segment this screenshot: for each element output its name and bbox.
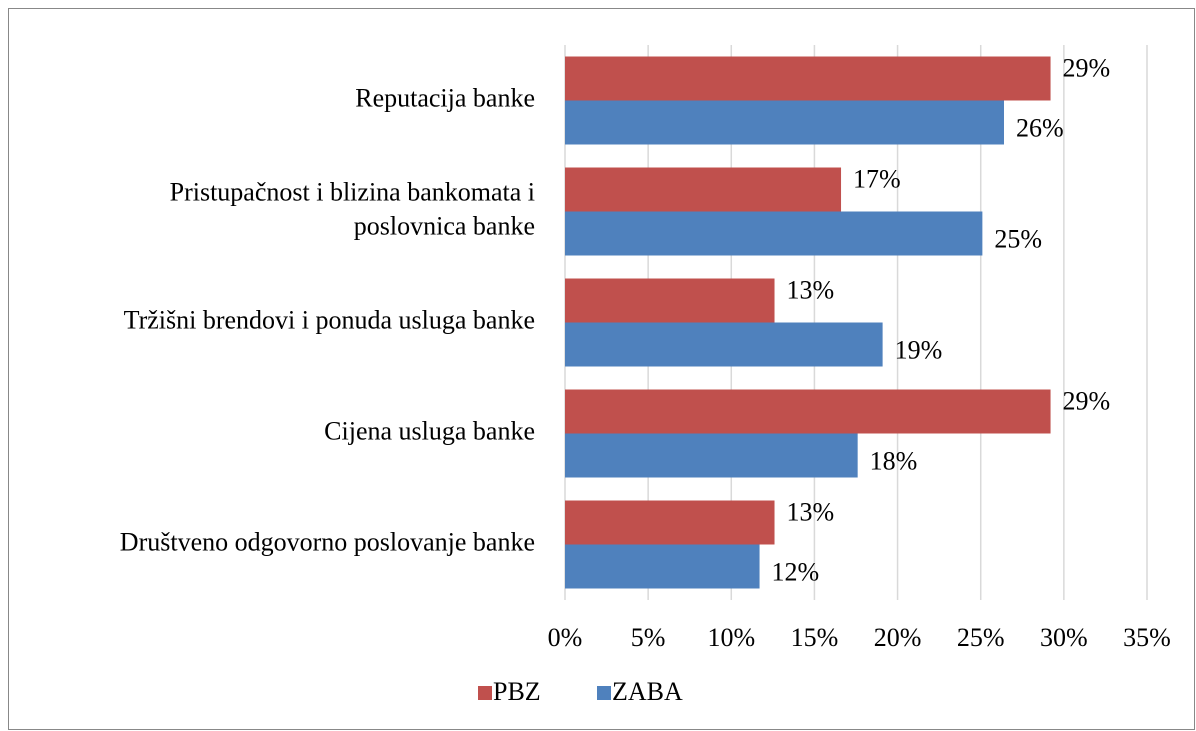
x-tick-label: 30% [1040, 623, 1088, 652]
x-tick-label: 5% [631, 623, 666, 652]
y-tick-label: Reputacija banke [355, 83, 535, 112]
x-tick-label: 20% [874, 623, 922, 652]
data-label: 18% [870, 446, 918, 475]
legend-swatch [478, 686, 492, 700]
x-tick-label: 35% [1123, 623, 1171, 652]
x-tick-label: 0% [548, 623, 583, 652]
bar [565, 167, 842, 212]
y-tick-label: Društveno odgovorno poslovanje banke [120, 527, 535, 556]
bar [565, 56, 1051, 101]
y-tick-label: Cijena usluga banke [324, 416, 535, 445]
x-tick-label: 10% [707, 623, 755, 652]
bar [565, 544, 760, 589]
data-label: 19% [895, 335, 943, 364]
data-label: 29% [1063, 53, 1111, 82]
data-label: 17% [853, 164, 901, 193]
data-label: 26% [1016, 113, 1064, 142]
bar [565, 500, 775, 545]
bar [565, 211, 983, 256]
bar [565, 433, 858, 478]
data-label: 12% [772, 557, 820, 586]
legend-swatch [597, 686, 611, 700]
x-tick-label: 15% [791, 623, 839, 652]
legend-label: PBZ [493, 677, 541, 706]
chart-frame [8, 8, 1195, 730]
data-label: 13% [787, 497, 835, 526]
legend-label: ZABA [612, 677, 683, 706]
x-tick-label: 25% [957, 623, 1005, 652]
bar [565, 278, 775, 323]
bar [565, 389, 1051, 434]
y-tick-label: Pristupačnost i blizina bankomata i poslo… [170, 177, 535, 240]
data-label: 29% [1063, 386, 1111, 415]
data-label: 25% [994, 224, 1042, 253]
y-tick-label: Tržišni brendovi i ponuda usluga banke [124, 305, 535, 334]
bar [565, 322, 883, 367]
bar [565, 100, 1004, 145]
data-label: 13% [787, 275, 835, 304]
